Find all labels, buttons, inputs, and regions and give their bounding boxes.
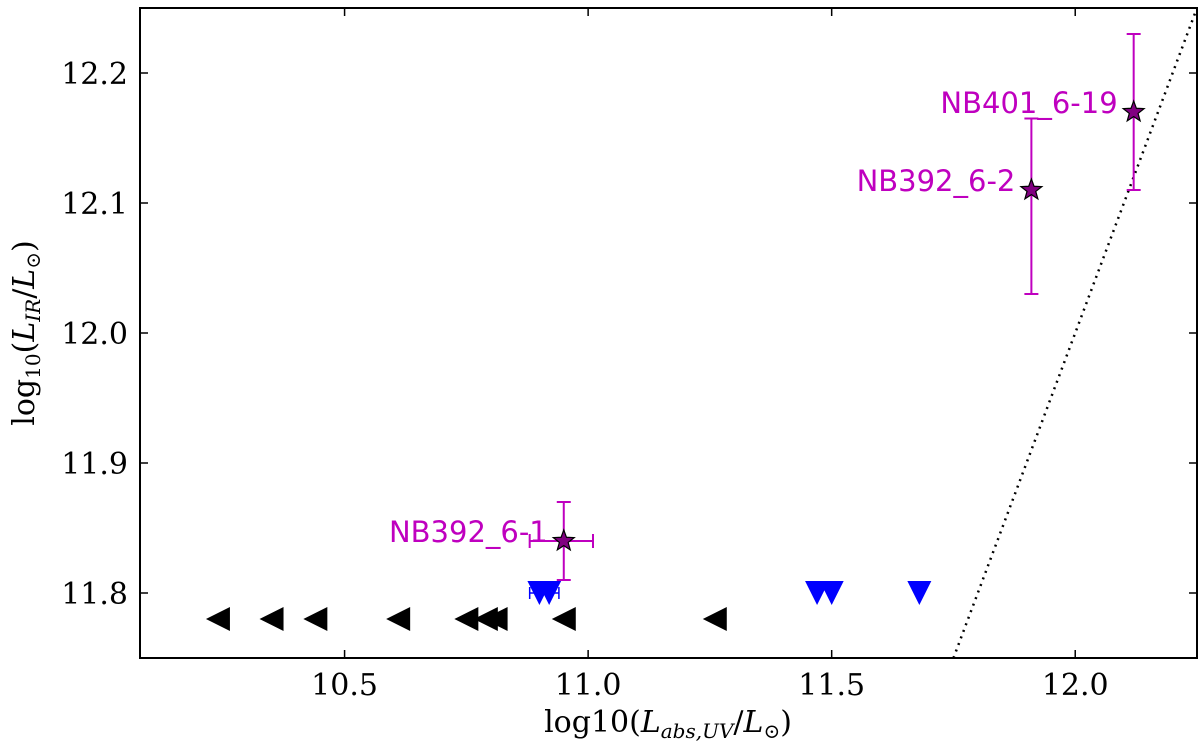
svg-text:log10(LIR/L⊙): log10(LIR/L⊙)	[7, 240, 45, 425]
x-axis-label: log10(Labs,UV/L⊙)	[544, 705, 792, 743]
triangle-down-point-5	[907, 581, 932, 605]
data-points: NB392_6-1 NB392_6-2 NB401_6-19	[205, 33, 1146, 631]
triangle-left-point-4	[386, 607, 411, 631]
triangle-down-point-2	[537, 581, 562, 605]
triangle-left-point-1	[205, 607, 230, 631]
star-point-3	[1121, 99, 1146, 123]
x-tick-label-1: 10.5	[311, 668, 378, 703]
triangle-left-point-5	[454, 607, 479, 631]
y-axis-label: log10(LIR/L⊙)	[7, 240, 45, 425]
y-tick-label-4: 12.1	[61, 187, 128, 222]
marks-layer: NB392_6-1 NB392_6-2 NB401_6-19	[205, 8, 1197, 658]
y-tick-label-5: 12.2	[61, 57, 128, 92]
triangle-left-point-8	[551, 607, 576, 631]
x-tick-label-2: 11.0	[555, 668, 622, 703]
x-tick-label-4: 12.0	[1042, 668, 1109, 703]
svg-text:log10(Labs,UV/L⊙): log10(Labs,UV/L⊙)	[544, 705, 792, 743]
triangle-left-point-7	[483, 607, 508, 631]
y-tick-label-2: 11.9	[61, 447, 128, 482]
triangle-down-point-4	[819, 581, 844, 605]
ticks-layer: 10.5 11.0 11.5 12.0 11.8 11.9 12.0 12.1 12.2	[61, 8, 1197, 703]
star-point-2	[1019, 177, 1044, 201]
y-tick-label-1: 11.8	[61, 577, 128, 612]
triangle-left-point-2	[259, 607, 284, 631]
triangle-left-point-3	[303, 607, 328, 631]
star-annotation-1: NB392_6-1	[389, 515, 548, 549]
star-annotation-3: NB401_6-19	[940, 86, 1117, 120]
star-point-1	[551, 528, 576, 552]
x-tick-label-3: 11.5	[798, 668, 865, 703]
y-tick-label-3: 12.0	[61, 317, 128, 352]
star-annotation-2: NB392_6-2	[857, 164, 1016, 198]
triangle-left-point-9	[702, 607, 727, 631]
